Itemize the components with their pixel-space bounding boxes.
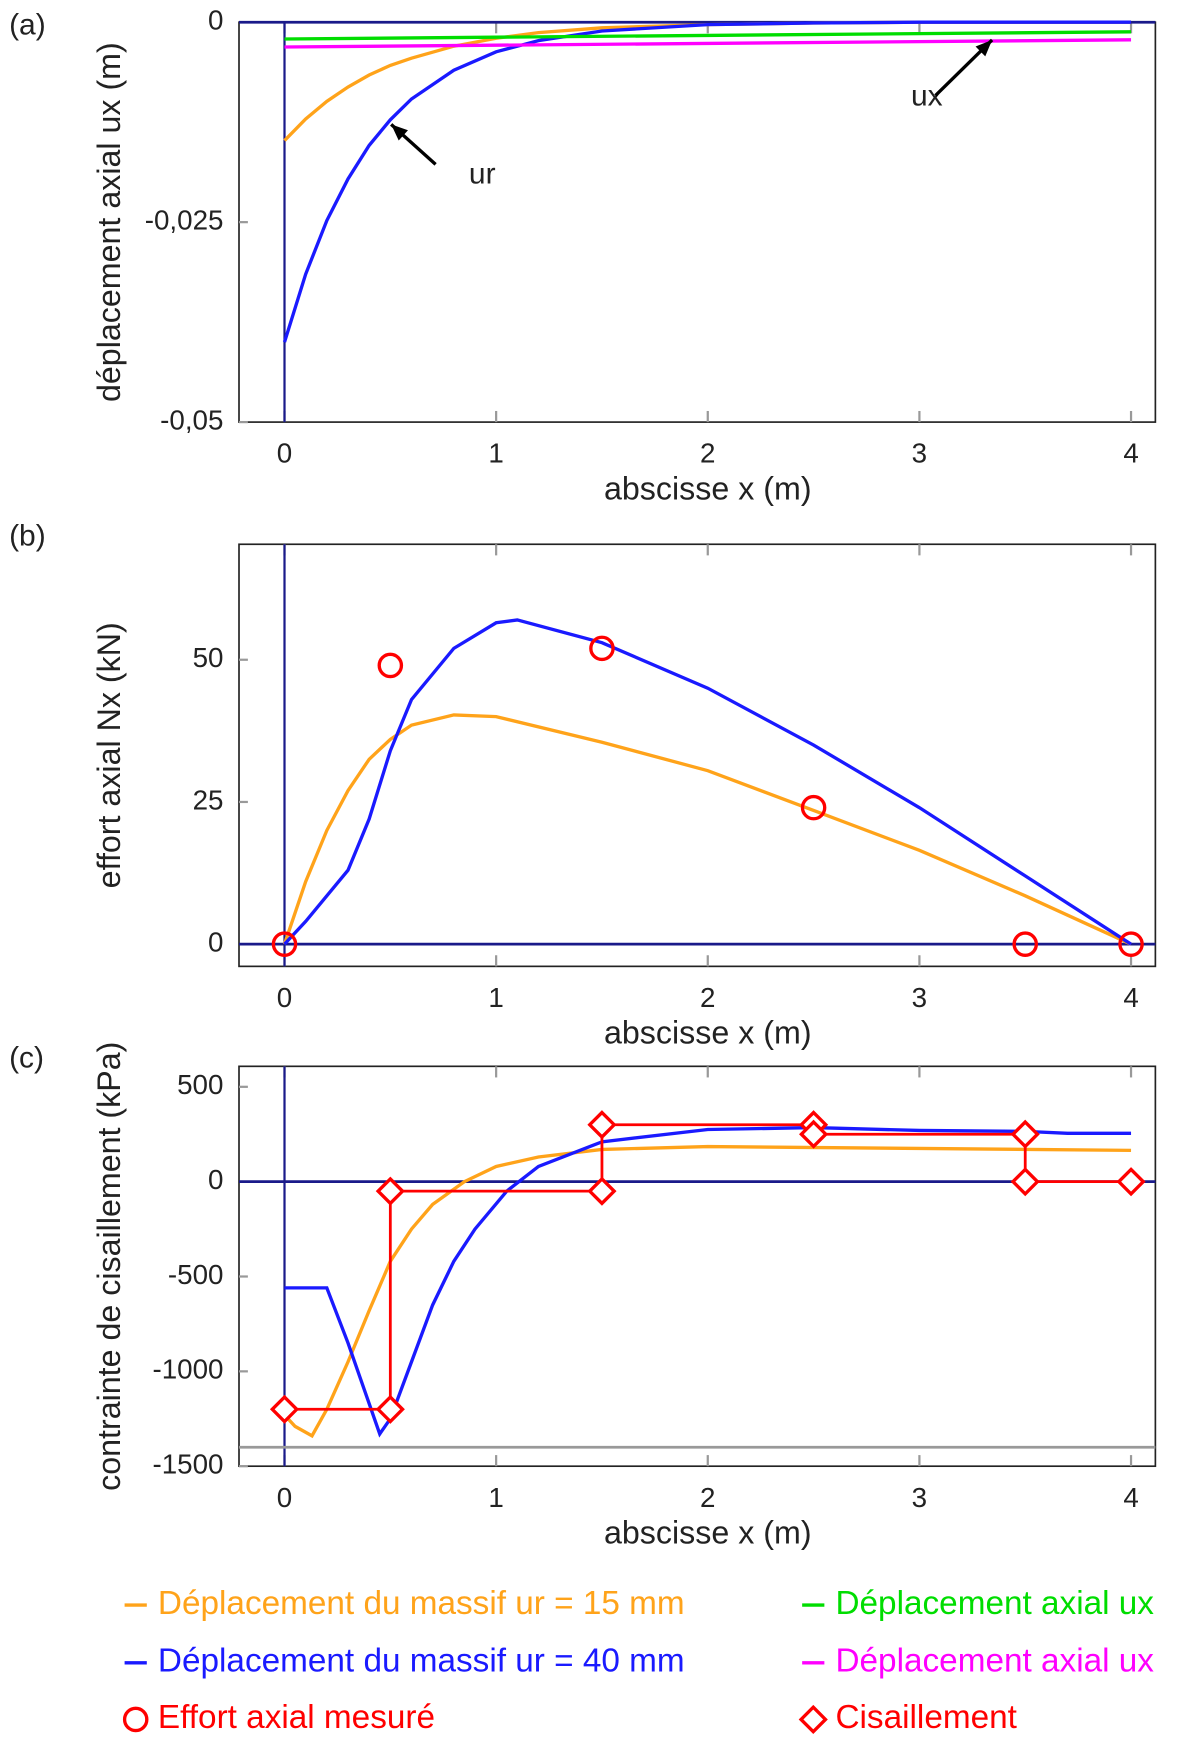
y-axis-label: contrainte de cisaillement (kPa) bbox=[91, 1042, 127, 1491]
series-line bbox=[284, 1123, 1132, 1411]
y-tick-label: -1500 bbox=[152, 1449, 223, 1480]
marker-circle bbox=[271, 931, 298, 957]
y-axis-label: effort axial Nx (kN) bbox=[91, 622, 127, 888]
x-tick-label: 2 bbox=[700, 982, 715, 1013]
annotation: ux bbox=[911, 80, 943, 113]
x-tick-label: 4 bbox=[1123, 982, 1138, 1013]
marker-diamond bbox=[269, 1394, 300, 1424]
plot-frame bbox=[238, 21, 1157, 423]
panel: (c) 0 1 2 3 4 500 0 -500 -1000 -1500 abscisse x (m)… bbox=[9, 1042, 1157, 1551]
plot-frame bbox=[238, 1065, 1157, 1468]
legend-label: Déplacement du massif ur = 40 mm bbox=[158, 1643, 685, 1680]
x-tick-label: 0 bbox=[277, 1482, 292, 1513]
marker-diamond bbox=[799, 1119, 829, 1149]
arrow-head bbox=[391, 124, 408, 141]
panel: (a) 0 1 2 3 4 0 -0,025 -0,05 abscisse x (m) déplac… bbox=[9, 5, 1157, 506]
series-line bbox=[284, 1125, 1132, 1438]
arrow-head bbox=[975, 39, 993, 57]
series-line bbox=[283, 1144, 1132, 1439]
legend-label: Effort axial mesuré bbox=[158, 1699, 435, 1736]
marker-diamond bbox=[375, 1176, 405, 1206]
x-axis-label: abscisse x (m) bbox=[604, 1515, 812, 1551]
marker-diamond bbox=[375, 1394, 405, 1424]
panel-label: (c) bbox=[9, 1042, 44, 1075]
panel-label: (b) bbox=[9, 520, 46, 553]
marker-circle bbox=[377, 652, 404, 679]
x-tick-label: 1 bbox=[488, 438, 503, 469]
legend-marker bbox=[122, 1706, 149, 1733]
panel: (b) 0 1 2 3 4 0 25 50 abscisse x (m) effort axial … bbox=[9, 520, 1157, 1051]
legend-label: Déplacement axial ux bbox=[835, 1585, 1154, 1622]
marker-circle bbox=[1012, 931, 1038, 957]
marker-circle bbox=[589, 635, 615, 662]
series-line bbox=[282, 20, 1132, 343]
y-tick-label: 0 bbox=[208, 927, 223, 958]
series-line bbox=[282, 713, 1132, 946]
marker-diamond bbox=[587, 1110, 617, 1140]
y-axis-label: déplacement axial ux (m) bbox=[91, 42, 127, 402]
y-tick-label: -0,025 bbox=[145, 204, 224, 235]
legend: Déplacement du massif ur = 15 mm Déplacem… bbox=[122, 1585, 1154, 1736]
panel-label: (a) bbox=[9, 9, 46, 42]
x-tick-label: 4 bbox=[1123, 1482, 1138, 1513]
y-tick-label: 0 bbox=[208, 1164, 223, 1195]
x-axis-label: abscisse x (m) bbox=[604, 470, 812, 506]
series-line bbox=[284, 30, 1132, 41]
marker-circle bbox=[1118, 931, 1144, 957]
x-tick-label: 0 bbox=[277, 982, 292, 1013]
x-axis-label: abscisse x (m) bbox=[604, 1015, 812, 1051]
x-tick-label: 1 bbox=[488, 1482, 503, 1513]
y-tick-label: 0 bbox=[208, 5, 223, 36]
y-tick-label: -0,05 bbox=[160, 404, 223, 435]
x-tick-label: 1 bbox=[488, 982, 503, 1013]
annotation: ur bbox=[469, 157, 496, 190]
y-tick-label: 50 bbox=[193, 642, 224, 673]
x-tick-label: 3 bbox=[912, 982, 927, 1013]
plot-frame bbox=[238, 543, 1157, 968]
x-tick-label: 0 bbox=[277, 438, 292, 469]
legend-label: Déplacement du massif ur = 15 mm bbox=[158, 1585, 685, 1622]
marker-diamond bbox=[1010, 1119, 1040, 1149]
marker-diamond bbox=[1010, 1167, 1040, 1197]
x-tick-label: 4 bbox=[1123, 438, 1138, 469]
y-tick-label: 25 bbox=[193, 784, 224, 815]
x-tick-label: 2 bbox=[700, 438, 715, 469]
x-tick-label: 3 bbox=[912, 438, 927, 469]
x-tick-label: 2 bbox=[700, 1482, 715, 1513]
legend-label: Déplacement axial ux bbox=[835, 1643, 1154, 1680]
marker-circle bbox=[800, 794, 827, 821]
marker-diamond bbox=[587, 1176, 617, 1206]
series-line bbox=[284, 38, 1132, 49]
marker-diamond bbox=[1116, 1167, 1146, 1197]
y-tick-label: 500 bbox=[177, 1069, 223, 1100]
series-line bbox=[283, 618, 1132, 946]
x-tick-label: 3 bbox=[912, 1482, 927, 1513]
y-tick-label: -500 bbox=[168, 1259, 224, 1290]
legend-marker bbox=[798, 1704, 828, 1735]
y-tick-label: -1000 bbox=[152, 1354, 223, 1385]
legend-label: Cisaillement bbox=[835, 1699, 1017, 1736]
